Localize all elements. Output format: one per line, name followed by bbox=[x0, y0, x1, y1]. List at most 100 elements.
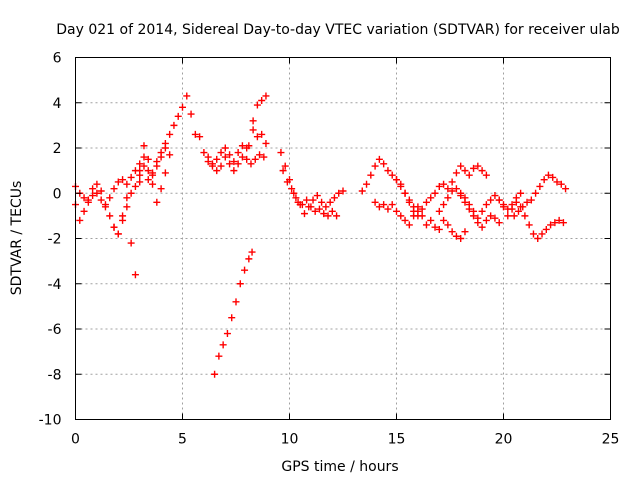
y-tick-label: 0 bbox=[53, 186, 62, 202]
data-point bbox=[465, 201, 473, 209]
data-point bbox=[140, 153, 148, 161]
data-point bbox=[221, 144, 229, 152]
data-point bbox=[131, 271, 139, 279]
data-point bbox=[375, 203, 383, 211]
data-point bbox=[465, 171, 473, 179]
data-point bbox=[367, 171, 375, 179]
data-point bbox=[448, 228, 456, 236]
data-point bbox=[393, 176, 400, 184]
grid bbox=[75, 57, 611, 420]
data-point bbox=[153, 162, 161, 170]
data-point bbox=[461, 167, 469, 175]
data-point bbox=[260, 153, 268, 161]
series-arc-a bbox=[72, 92, 199, 238]
data-point bbox=[523, 198, 531, 206]
data-point bbox=[525, 221, 533, 229]
data-point bbox=[97, 196, 105, 204]
data-point bbox=[414, 203, 422, 211]
data-point bbox=[249, 126, 257, 134]
x-tick-label: 10 bbox=[281, 432, 299, 448]
series-arc-g bbox=[211, 248, 256, 378]
data-point bbox=[247, 160, 255, 168]
data-point bbox=[127, 189, 135, 197]
data-point bbox=[213, 155, 221, 163]
data-point bbox=[540, 176, 548, 184]
series-arc-l bbox=[358, 155, 422, 215]
data-point bbox=[538, 230, 546, 238]
data-point bbox=[262, 92, 270, 100]
data-point bbox=[427, 216, 435, 224]
data-point bbox=[93, 189, 101, 197]
data-point bbox=[245, 142, 253, 150]
data-point bbox=[262, 139, 270, 147]
data-point bbox=[339, 187, 347, 195]
data-point bbox=[230, 167, 238, 175]
data-point bbox=[123, 194, 131, 202]
y-tick-label: -8 bbox=[48, 367, 62, 383]
data-point bbox=[258, 130, 266, 138]
data-point bbox=[318, 198, 326, 206]
data-point bbox=[144, 167, 152, 175]
data-point bbox=[97, 187, 105, 195]
data-point bbox=[536, 182, 544, 190]
data-point bbox=[208, 160, 216, 168]
data-point bbox=[170, 121, 178, 129]
data-point bbox=[517, 189, 525, 197]
data-point bbox=[315, 205, 323, 213]
data-point bbox=[495, 196, 503, 204]
data-point bbox=[510, 212, 518, 220]
series-arc-p bbox=[457, 189, 525, 222]
data-point bbox=[422, 198, 430, 206]
data-point bbox=[418, 205, 426, 213]
data-point bbox=[110, 185, 118, 193]
data-point bbox=[279, 167, 287, 175]
data-point bbox=[234, 149, 242, 157]
data-point bbox=[179, 103, 186, 111]
data-point bbox=[380, 160, 388, 168]
data-point bbox=[234, 160, 242, 168]
data-point bbox=[474, 214, 482, 222]
y-tick-label: -4 bbox=[48, 277, 62, 293]
series-arc-d bbox=[136, 142, 169, 206]
y-axis-label: SDTVAR / TECUs bbox=[9, 181, 25, 296]
data-point bbox=[474, 162, 482, 170]
y-tick-label: 2 bbox=[53, 141, 62, 157]
data-point bbox=[119, 176, 127, 184]
data-point bbox=[380, 201, 388, 209]
data-point bbox=[555, 216, 563, 224]
data-point bbox=[245, 255, 253, 263]
data-point bbox=[311, 207, 319, 215]
data-point bbox=[296, 201, 304, 209]
data-point bbox=[106, 194, 114, 202]
data-point bbox=[384, 205, 392, 213]
data-point bbox=[478, 167, 486, 175]
data-point bbox=[393, 207, 400, 215]
y-tick-label: -2 bbox=[48, 232, 62, 248]
data-point bbox=[444, 194, 452, 202]
data-point bbox=[519, 203, 527, 211]
data-point bbox=[470, 164, 478, 172]
x-axis-label: GPS time / hours bbox=[281, 459, 398, 475]
data-point bbox=[238, 153, 246, 161]
data-point bbox=[93, 180, 101, 188]
data-point bbox=[440, 216, 448, 224]
data-point bbox=[215, 352, 223, 360]
data-point bbox=[335, 189, 343, 197]
data-point bbox=[89, 185, 97, 193]
data-point bbox=[508, 205, 516, 213]
data-point bbox=[478, 223, 486, 231]
data-point bbox=[236, 280, 244, 288]
data-point bbox=[557, 180, 565, 188]
series-arc-i bbox=[249, 126, 270, 147]
data-point bbox=[217, 149, 225, 157]
data-point bbox=[440, 180, 448, 188]
data-point bbox=[230, 158, 238, 166]
data-point bbox=[223, 330, 231, 338]
data-point bbox=[303, 196, 311, 204]
data-point bbox=[249, 117, 257, 125]
data-point bbox=[371, 162, 379, 170]
y-tick-label: 6 bbox=[53, 51, 62, 67]
data-point bbox=[127, 173, 135, 181]
data-point bbox=[326, 198, 334, 206]
data-point bbox=[542, 225, 550, 233]
